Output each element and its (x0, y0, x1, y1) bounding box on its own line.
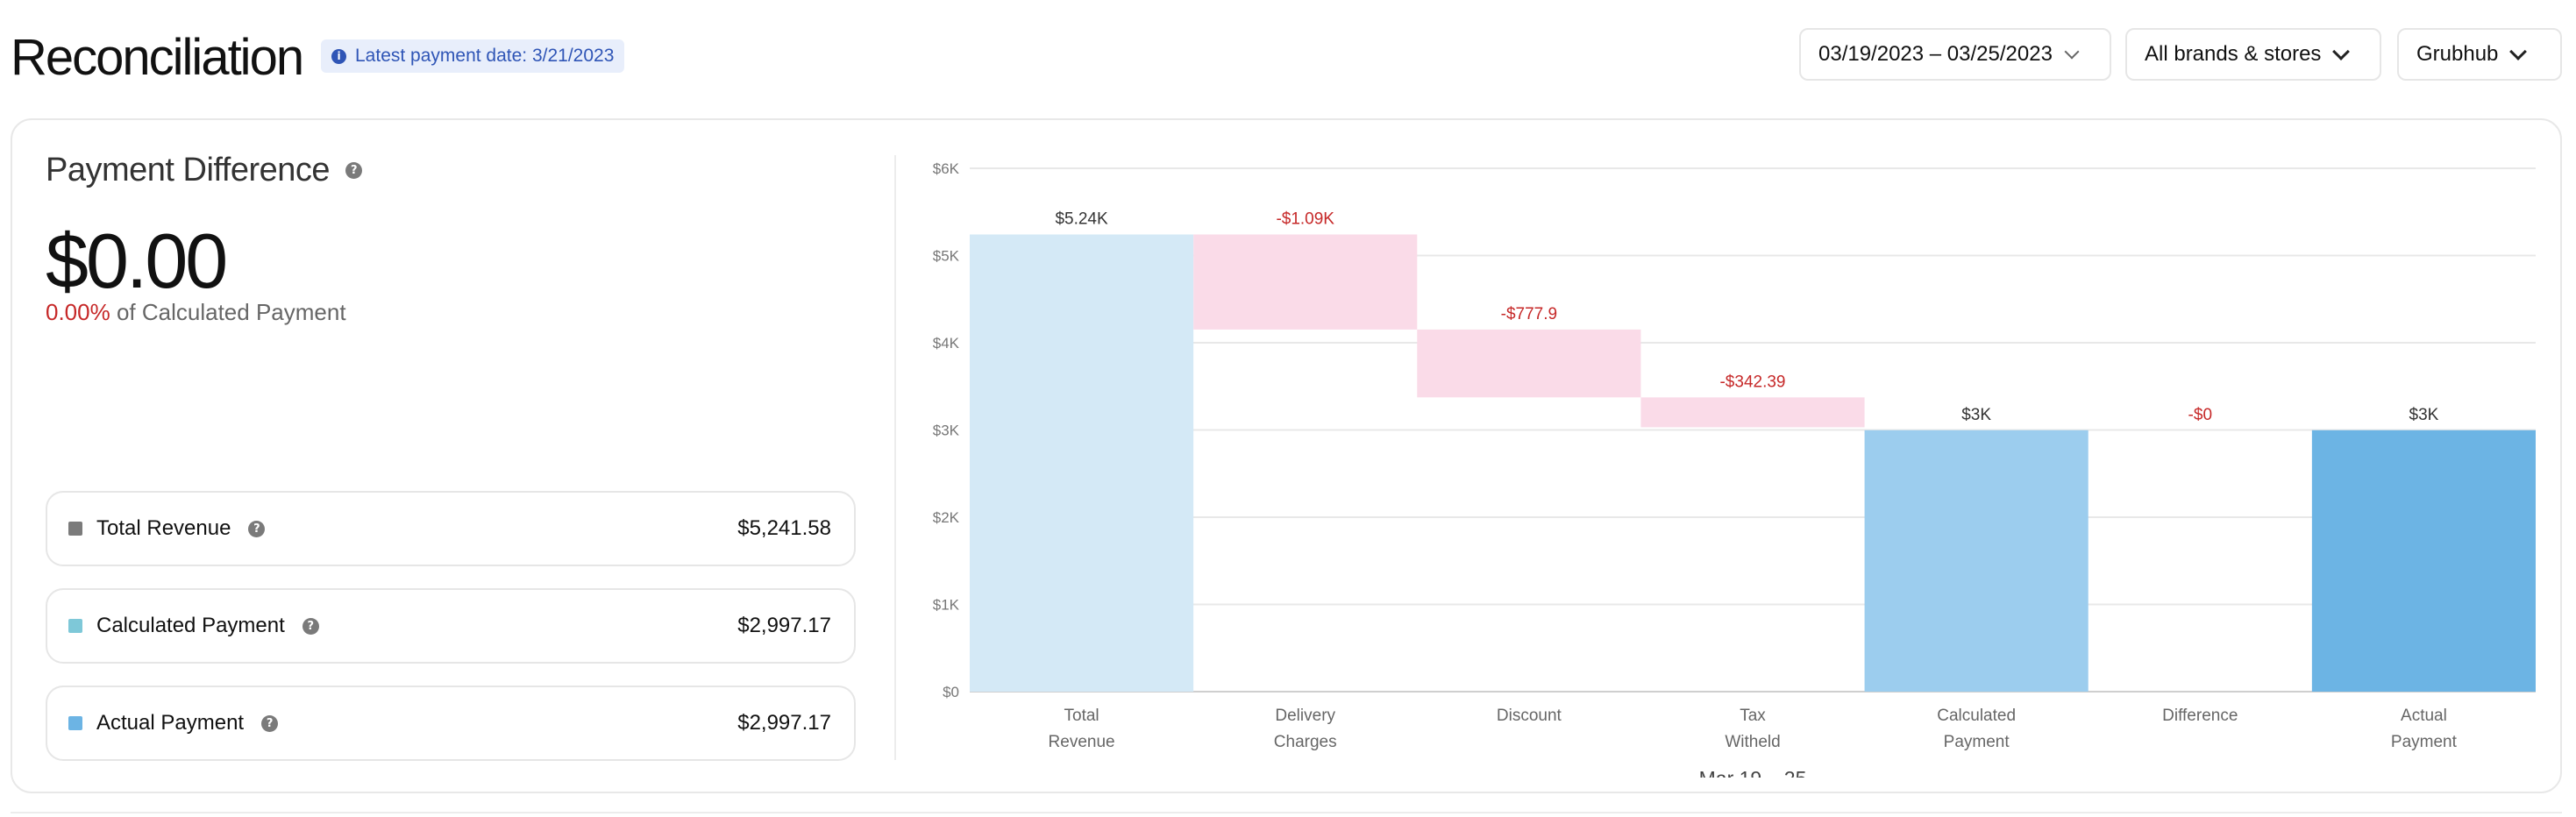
bar-value-label: -$342.39 (1719, 373, 1785, 391)
waterfall-chart: $0 $1K $2K $3K $4K $5K $6K $5.24K Total Revenue -$… (933, 160, 2536, 778)
legend-label: Total Revenue (96, 516, 231, 540)
x-tick-label: Calculated (1937, 707, 2016, 725)
x-tick-label: Discount (1497, 707, 1562, 725)
legend-label: Calculated Payment (96, 614, 285, 637)
x-tick-label: Payment (2391, 733, 2458, 751)
bar (2311, 430, 2536, 692)
brands-stores-dropdown[interactable]: All brands & stores (2125, 28, 2381, 81)
bar-value-label: -$1.09K (1276, 210, 1334, 228)
legend-item-actual-payment[interactable]: Actual Payment ? $2,997.17 (46, 686, 856, 761)
x-tick-label: Tax (1740, 707, 1766, 725)
legend-value: $2,997.17 (737, 711, 831, 735)
legend-value: $5,241.58 (737, 516, 831, 540)
bar (1193, 234, 1418, 330)
x-tick-label: Revenue (1049, 733, 1115, 751)
platform-value: Grubhub (2416, 42, 2499, 66)
y-tick-label: $6K (933, 160, 960, 177)
chevron-down-icon (2064, 44, 2080, 59)
platform-dropdown[interactable]: Grubhub (2397, 28, 2562, 81)
date-range-dropdown[interactable]: 03/19/2023 – 03/25/2023 (1799, 28, 2111, 81)
payment-difference-percent: 0.00% (46, 299, 110, 325)
bar-value-label: $3K (2409, 406, 2439, 424)
y-tick-label: $0 (943, 684, 959, 700)
payment-difference-title: Payment Difference (46, 152, 331, 188)
help-icon[interactable]: ? (345, 162, 363, 179)
info-icon: i (331, 48, 346, 64)
x-tick-label: Payment (1944, 733, 2010, 751)
latest-payment-badge: i Latest payment date: 3/21/2023 (321, 39, 625, 73)
latest-payment-text: Latest payment date: 3/21/2023 (355, 46, 615, 66)
bar (1864, 430, 2089, 692)
legend-value: $2,997.17 (737, 614, 831, 637)
x-axis-label: Mar 19 – 25 (1699, 767, 1807, 778)
payment-difference-card: Payment Difference ? $0.00 0.00% of Calc… (11, 118, 2562, 793)
bar-value-label: -$0 (2188, 406, 2212, 424)
bar-value-label: $3K (1961, 406, 1991, 424)
y-tick-label: $5K (933, 248, 960, 265)
x-tick-label: Charges (1274, 733, 1337, 751)
y-tick-label: $2K (933, 509, 960, 526)
x-tick-label: Difference (2162, 707, 2238, 725)
section-divider (11, 812, 2562, 813)
calculated-payment-swatch (68, 619, 82, 633)
bar-value-label: $5.24K (1055, 210, 1108, 228)
x-tick-label: Witheld (1725, 733, 1780, 751)
payment-difference-subtext: 0.00% of Calculated Payment (46, 299, 346, 326)
bar (1640, 397, 1865, 428)
y-tick-label: $4K (933, 335, 960, 352)
x-tick-label: Total (1064, 707, 1099, 725)
x-tick-label: Delivery (1275, 707, 1335, 725)
y-tick-label: $3K (933, 423, 960, 439)
y-tick-label: $1K (933, 597, 960, 614)
legend-item-calculated-payment[interactable]: Calculated Payment ? $2,997.17 (46, 588, 856, 664)
bar (970, 234, 1194, 693)
help-icon[interactable]: ? (261, 714, 279, 732)
payment-difference-value: $0.00 (46, 217, 228, 304)
date-range-value: 03/19/2023 – 03/25/2023 (1818, 42, 2053, 66)
legend-item-total-revenue[interactable]: Total Revenue ? $5,241.58 (46, 491, 856, 566)
payment-difference-suffix: of Calculated Payment (116, 299, 346, 325)
card-divider (894, 155, 896, 760)
bar-value-label: -$777.9 (1501, 305, 1557, 323)
total-revenue-swatch (68, 522, 82, 536)
x-tick-label: Actual (2401, 707, 2447, 725)
brands-stores-value: All brands & stores (2145, 42, 2322, 66)
payment-difference-header: Payment Difference ? (46, 152, 363, 189)
bar (1417, 329, 1641, 398)
chevron-down-icon (2332, 42, 2351, 60)
help-icon[interactable]: ? (302, 617, 319, 635)
chevron-down-icon (2509, 42, 2528, 60)
page-title: Reconciliation (11, 29, 304, 86)
help-icon[interactable]: ? (248, 520, 266, 537)
legend-label: Actual Payment (96, 711, 245, 735)
actual-payment-swatch (68, 716, 82, 730)
